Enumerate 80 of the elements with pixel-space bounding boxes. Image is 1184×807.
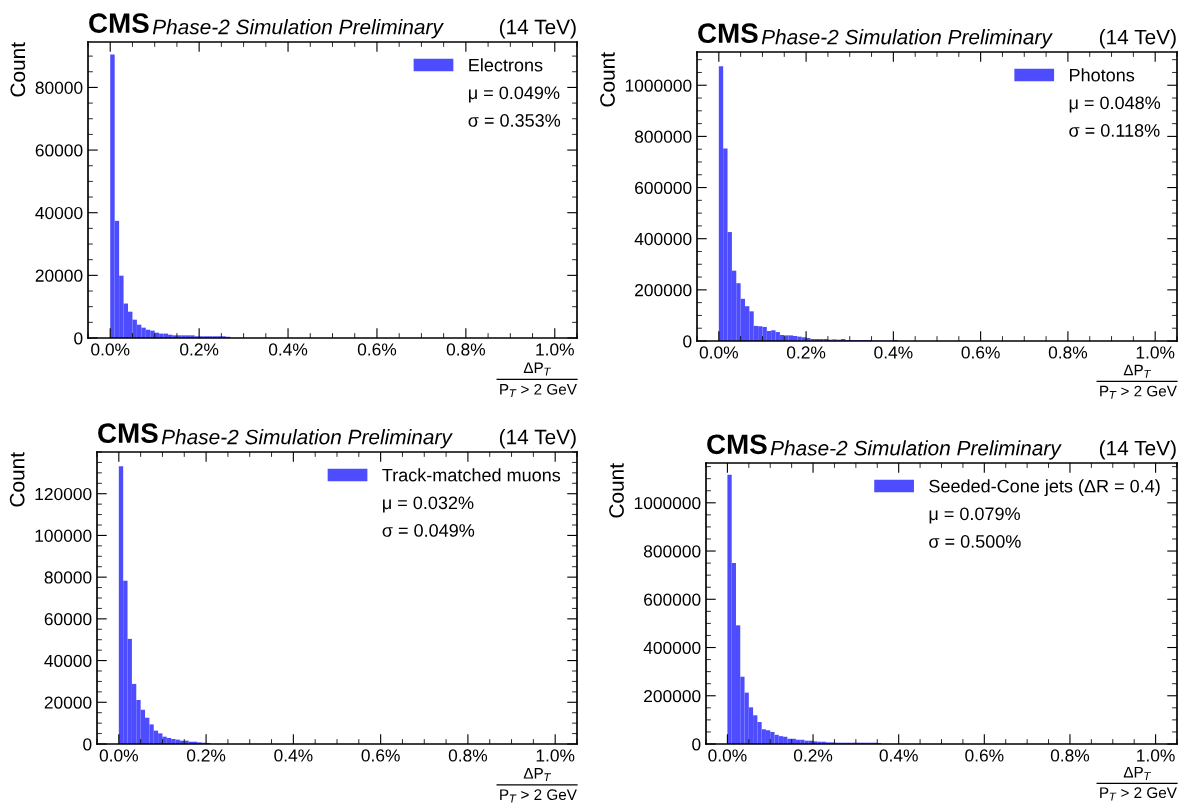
y-tick-label: 40000 xyxy=(35,206,83,220)
y-tick-label: 20000 xyxy=(35,269,83,282)
chart-subtitle: Phase-2 Simulation Preliminary xyxy=(161,429,453,449)
y-tick-label: 1000000 xyxy=(625,79,692,92)
y-tick-label: 200000 xyxy=(644,689,701,703)
y-tick-label: 60000 xyxy=(44,613,92,626)
text: (14 TeV) xyxy=(1099,29,1176,49)
text: (14 TeV) xyxy=(499,429,576,449)
x-tick-label: 0.8% xyxy=(446,343,486,356)
y-tick-label: 100000 xyxy=(35,529,92,542)
y-axis-title: Count xyxy=(10,42,26,97)
x-tick-label: 0.2% xyxy=(786,346,826,359)
y-tick-label: 0 xyxy=(83,738,92,751)
x-tick-label: 0.2% xyxy=(186,749,226,762)
x-tick-label: 1.0% xyxy=(1137,749,1175,762)
y-tick-label: 400000 xyxy=(643,641,701,654)
chart-title: CMS xyxy=(698,23,758,44)
x-tick-label: 0.6% xyxy=(361,749,400,762)
x-tick-label: 0.4% xyxy=(879,749,918,762)
x-tick-label: 0.0% xyxy=(91,343,130,356)
x-tick-label: 0.0% xyxy=(708,749,747,762)
y-tick-label: 120000 xyxy=(35,487,92,501)
annotation: μ = 0.049% xyxy=(469,86,560,103)
chart-subtitle: Phase-2 Simulation Preliminary xyxy=(761,29,1053,49)
legend-label: Photons xyxy=(1070,68,1135,82)
x-tick-label: 0.4% xyxy=(268,343,308,356)
annotation: σ = 0.500% xyxy=(929,535,1021,548)
y-axis-title: Count xyxy=(9,452,25,507)
chart-title: CMS xyxy=(707,434,767,455)
annotation: μ = 0.048% xyxy=(1069,96,1161,113)
text: ΔP$_{T}$ P$_{T}$ > 2 GeV xyxy=(500,768,577,803)
chart-title: CMS xyxy=(98,423,158,444)
y-tick-label: 800000 xyxy=(634,130,692,143)
text: ΔP$_{T}$ P$_{T}$ > 2 GeV xyxy=(1100,364,1177,399)
y-tick-label: 20000 xyxy=(44,696,92,709)
y-tick-label: 0 xyxy=(692,738,701,751)
y-tick-label: 600000 xyxy=(635,181,692,195)
y-tick-label: 0 xyxy=(683,335,692,348)
x-tick-label: 0.8% xyxy=(1048,346,1088,359)
y-tick-label: 40000 xyxy=(44,654,92,668)
text: (14 TeV) xyxy=(1099,440,1176,460)
x-tick-label: 0.6% xyxy=(961,346,1000,359)
y-tick-label: 80000 xyxy=(35,81,83,94)
y-tick-label: 600000 xyxy=(644,593,701,606)
chart-title: CMS xyxy=(89,13,149,33)
legend-label: Seeded-Cone jets (ΔR = 0.4) xyxy=(929,479,1160,497)
x-tick-label: 0.0% xyxy=(99,749,138,762)
y-tick-label: 60000 xyxy=(35,144,83,157)
y-tick-label: 0 xyxy=(74,332,83,345)
x-tick-label: 0.6% xyxy=(965,749,1004,762)
x-tick-label: 0.4% xyxy=(874,346,913,359)
annotation: σ = 0.118% xyxy=(1069,124,1160,137)
x-tick-label: 1.0% xyxy=(1136,346,1175,359)
legend-label: Track-matched muons xyxy=(382,468,561,482)
y-tick-label: 80000 xyxy=(44,571,92,584)
text: ΔP$_{T}$ P$_{T}$ > 2 GeV xyxy=(500,362,577,398)
annotation: σ = 0.049% xyxy=(382,524,475,537)
y-tick-label: 1000000 xyxy=(634,496,701,510)
x-tick-label: 0.0% xyxy=(699,346,738,359)
legend-label: Electrons xyxy=(469,58,543,72)
annotation: μ = 0.079% xyxy=(929,507,1020,524)
y-axis-title: Count xyxy=(600,52,615,107)
y-tick-label: 400000 xyxy=(634,232,692,246)
chart-subtitle: Phase-2 Simulation Preliminary xyxy=(152,19,444,39)
y-axis-title: Count xyxy=(609,463,624,518)
text: (14 TeV) xyxy=(499,19,576,39)
x-tick-label: 0.8% xyxy=(1050,749,1090,762)
y-tick-label: 200000 xyxy=(635,284,692,297)
x-tick-label: 0.2% xyxy=(793,749,833,762)
x-tick-label: 0.8% xyxy=(448,749,488,762)
x-tick-label: 0.4% xyxy=(274,749,313,762)
annotation: μ = 0.032% xyxy=(383,496,474,513)
x-tick-label: 0.2% xyxy=(180,343,219,356)
chart-subtitle: Phase-2 Simulation Preliminary xyxy=(770,440,1062,460)
y-tick-label: 800000 xyxy=(643,545,701,558)
x-tick-label: 1.0% xyxy=(536,343,574,356)
x-tick-label: 0.6% xyxy=(357,343,397,356)
text: ΔP$_{T}$ P$_{T}$ > 2 GeV xyxy=(1100,766,1177,801)
x-tick-label: 1.0% xyxy=(536,749,575,762)
annotation: σ = 0.353% xyxy=(468,114,561,127)
